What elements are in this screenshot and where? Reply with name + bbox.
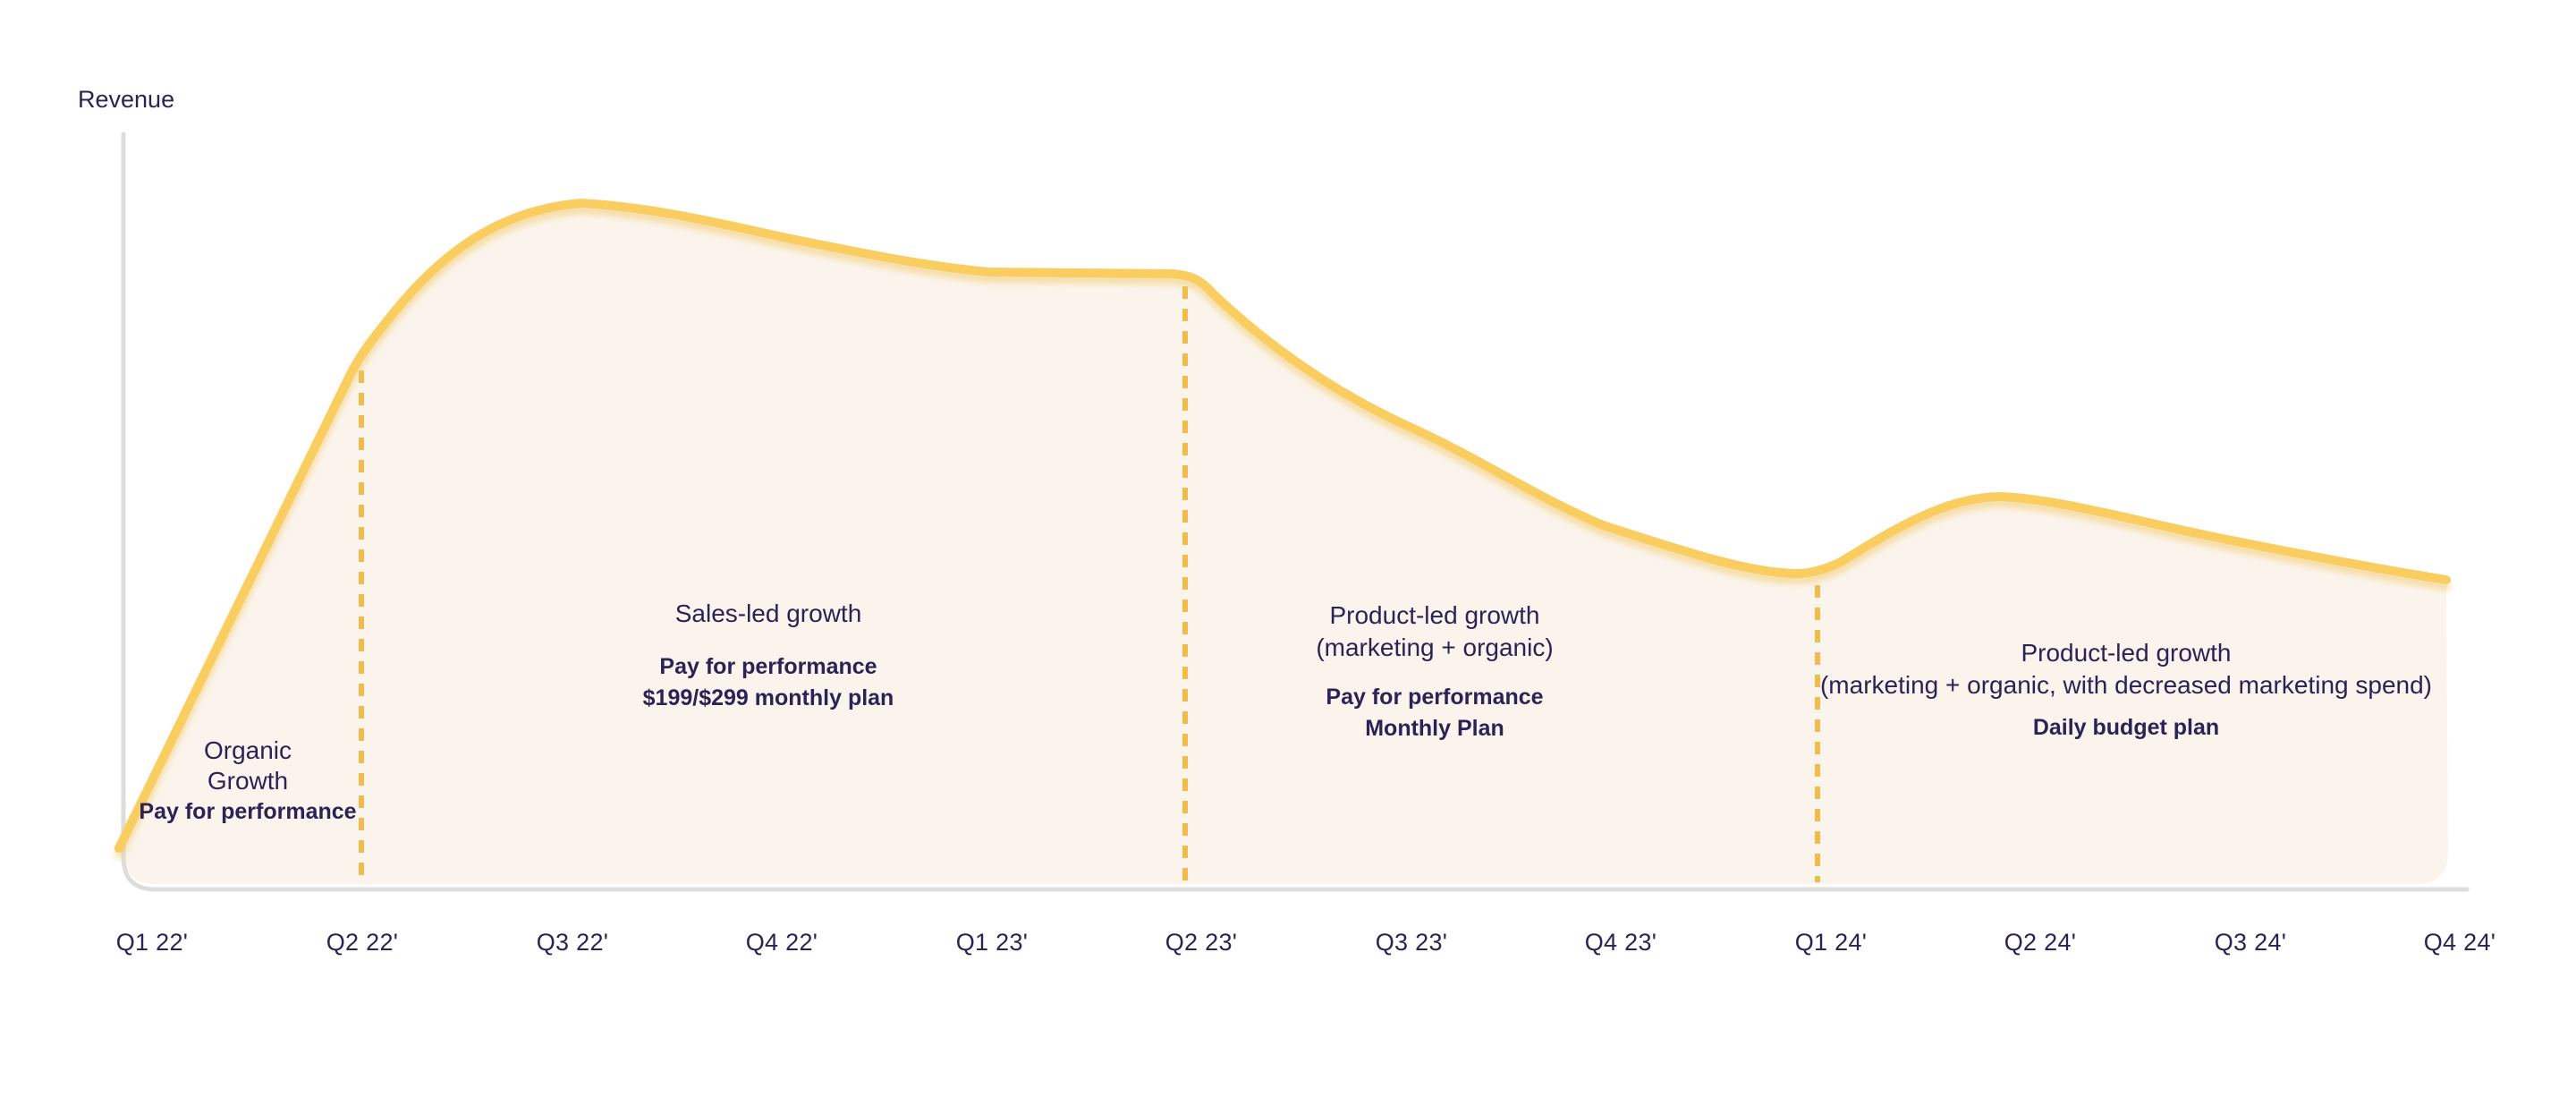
annotation-sales-led-growth: Sales-led growth Pay for performance $19… (554, 598, 983, 714)
annotation-plan-line: Daily budget plan (2032, 715, 2220, 740)
x-tick-q3-23: Q3 23' (1375, 929, 1448, 956)
annotation-spacer (554, 630, 983, 651)
x-tick-q1-24: Q1 24' (1794, 929, 1868, 956)
y-axis-label: Revenue (78, 86, 175, 113)
annotation-product-led-growth: Product-led growth (marketing + organic)… (1220, 600, 1649, 744)
x-tick-q1-22: Q1 22' (115, 929, 189, 956)
x-tick-q1-23: Q1 23' (955, 929, 1029, 956)
x-tick-q3-24: Q3 24' (2214, 929, 2287, 956)
x-tick-q4-23: Q4 23' (1584, 929, 1657, 956)
annotation-plan-line: $199/$299 monthly plan (642, 685, 894, 710)
annotation-title-line: (marketing + organic, with decreased mar… (1819, 671, 2432, 699)
annotation-title-line: (marketing + organic) (1316, 634, 1554, 661)
x-tick-q2-23: Q2 23' (1165, 929, 1238, 956)
annotation-title-line: Sales-led growth (674, 600, 862, 627)
x-tick-q4-22: Q4 22' (745, 929, 818, 956)
axis-line (121, 132, 2470, 892)
annotation-plan-line: Pay for performance (139, 799, 357, 824)
annotation-title-line: Organic (203, 736, 292, 764)
annotation-organic-growth: Organic Growth Pay for performance (105, 736, 391, 828)
annotation-title-line: Product-led growth (1329, 601, 1540, 629)
annotation-plan-line: Monthly Plan (1365, 716, 1504, 741)
revenue-curve (114, 199, 2451, 853)
x-tick-q4-24: Q4 24' (2423, 929, 2496, 956)
annotation-spacer (1220, 664, 1649, 682)
annotation-plan-line: Pay for performance (659, 654, 877, 679)
x-tick-q2-24: Q2 24' (2004, 929, 2077, 956)
revenue-area-fill (123, 203, 2448, 884)
annotation-plan-line: Pay for performance (1326, 685, 1544, 710)
annotation-product-led-growth-decreased-spend: Product-led growth (marketing + organic,… (1786, 637, 2466, 744)
annotation-spacer (1786, 702, 2466, 712)
x-tick-q2-22: Q2 22' (326, 929, 399, 956)
annotation-title-line: Product-led growth (2021, 639, 2232, 667)
x-tick-q3-22: Q3 22' (536, 929, 609, 956)
annotation-title-line: Growth (207, 767, 289, 795)
